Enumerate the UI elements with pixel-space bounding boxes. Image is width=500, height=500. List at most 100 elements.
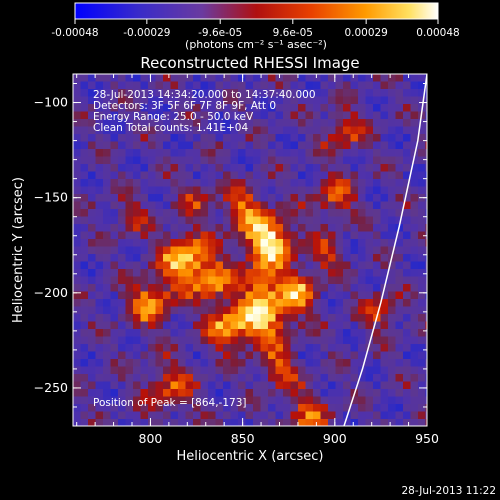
heatmap-cell <box>163 299 171 307</box>
heatmap-cell <box>305 89 314 97</box>
heatmap-cell <box>208 104 216 112</box>
heatmap-cell <box>95 186 104 195</box>
heatmap-cell <box>425 374 427 382</box>
heatmap-cell <box>140 201 149 210</box>
heatmap-cell <box>395 194 404 202</box>
heatmap-cell <box>223 254 231 262</box>
heatmap-cell <box>155 276 164 285</box>
heatmap-cell <box>388 104 396 112</box>
heatmap-cell <box>125 396 134 405</box>
heatmap-cell <box>140 351 149 360</box>
heatmap-cell <box>208 164 216 172</box>
heatmap-cell <box>133 284 141 292</box>
heatmap-cell <box>380 366 389 375</box>
heatmap-cell <box>425 396 427 405</box>
heatmap-cell <box>343 89 351 97</box>
heatmap-cell <box>275 329 284 337</box>
heatmap-cell <box>215 209 224 217</box>
heatmap-cell <box>80 336 89 345</box>
heatmap-cell <box>335 186 344 195</box>
heatmap-cell <box>230 396 239 405</box>
heatmap-cell <box>290 329 299 337</box>
heatmap-cell <box>313 411 321 420</box>
heatmap-cell <box>358 89 366 97</box>
heatmap-cell <box>410 314 419 322</box>
heatmap-cell <box>140 396 149 405</box>
heatmap-cell <box>133 246 141 255</box>
heatmap-cell <box>305 134 314 142</box>
heatmap-cell <box>365 231 374 240</box>
heatmap-cell <box>80 126 89 135</box>
heatmap-cell <box>275 156 284 165</box>
heatmap-cell <box>95 149 104 157</box>
heatmap-cell <box>328 419 336 426</box>
heatmap-cell <box>95 291 104 300</box>
heatmap-cell <box>350 321 359 330</box>
heatmap-cell <box>193 104 201 112</box>
heatmap-cell <box>223 156 231 165</box>
heatmap-cell <box>268 284 276 292</box>
heatmap-cell <box>133 89 141 97</box>
heatmap-cell <box>238 74 246 82</box>
heatmap-cell <box>110 74 119 82</box>
heatmap-cell <box>185 246 194 255</box>
heatmap-cell <box>320 239 329 247</box>
heatmap-cell <box>298 179 306 187</box>
heatmap-cell <box>140 366 149 375</box>
heatmap-cell <box>388 404 396 412</box>
heatmap-cell <box>365 201 374 210</box>
heatmap-cell <box>155 111 164 120</box>
heatmap-cell <box>163 89 171 97</box>
heatmap-cell <box>283 239 291 247</box>
heatmap-cell <box>140 194 149 202</box>
heatmap-cell <box>80 269 89 277</box>
heatmap-cell <box>208 321 216 330</box>
heatmap-cell <box>410 179 419 187</box>
heatmap-cell <box>418 119 426 127</box>
heatmap-cell <box>335 164 344 172</box>
heatmap-cell <box>290 336 299 345</box>
heatmap-cell <box>155 344 164 352</box>
heatmap-cell <box>395 396 404 405</box>
heatmap-cell <box>208 111 216 120</box>
heatmap-cell <box>185 396 194 405</box>
heatmap-cell <box>73 366 81 375</box>
heatmap-cell <box>253 381 261 390</box>
heatmap-cell <box>110 261 119 270</box>
heatmap-cell <box>260 224 269 232</box>
heatmap-cell <box>103 411 111 420</box>
heatmap-cell <box>268 419 276 426</box>
heatmap-cell <box>80 419 89 426</box>
heatmap-cell <box>155 336 164 345</box>
heatmap-cell <box>73 404 81 412</box>
heatmap-cell <box>253 74 261 82</box>
heatmap-cell <box>208 366 216 375</box>
heatmap-cell <box>230 186 239 195</box>
heatmap-cell <box>365 209 374 217</box>
heatmap-cell <box>193 149 201 157</box>
heatmap-cell <box>95 321 104 330</box>
heatmap-cell <box>260 366 269 375</box>
heatmap-cell <box>193 329 201 337</box>
heatmap-cell <box>253 239 261 247</box>
heatmap-cell <box>290 149 299 157</box>
heatmap-cell <box>313 111 321 120</box>
heatmap-cell <box>215 141 224 150</box>
heatmap-cell <box>223 141 231 150</box>
heatmap-cell <box>358 411 366 420</box>
heatmap-cell <box>320 261 329 270</box>
heatmap-cell <box>125 299 134 307</box>
heatmap-cell <box>80 351 89 360</box>
heatmap-cell <box>155 89 164 97</box>
heatmap-cell <box>88 359 96 367</box>
heatmap-cell <box>253 254 261 262</box>
heatmap-cell <box>320 156 329 165</box>
heatmap-cell <box>410 254 419 262</box>
heatmap-cell <box>350 314 359 322</box>
heatmap-cell <box>313 404 321 412</box>
heatmap-cell <box>403 74 411 82</box>
heatmap-cell <box>275 381 284 390</box>
heatmap-cell <box>388 96 396 105</box>
heatmap-cell <box>388 231 396 240</box>
heatmap-cell <box>358 269 366 277</box>
